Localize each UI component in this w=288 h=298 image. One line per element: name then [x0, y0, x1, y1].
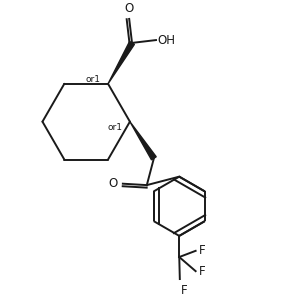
Text: F: F — [199, 244, 206, 257]
Text: O: O — [125, 2, 134, 15]
Text: F: F — [180, 284, 187, 297]
Polygon shape — [108, 41, 134, 84]
Text: or1: or1 — [108, 123, 123, 132]
Text: or1: or1 — [86, 75, 101, 84]
Polygon shape — [130, 122, 156, 160]
Text: O: O — [108, 177, 117, 190]
Text: OH: OH — [158, 34, 175, 46]
Text: F: F — [199, 265, 206, 278]
